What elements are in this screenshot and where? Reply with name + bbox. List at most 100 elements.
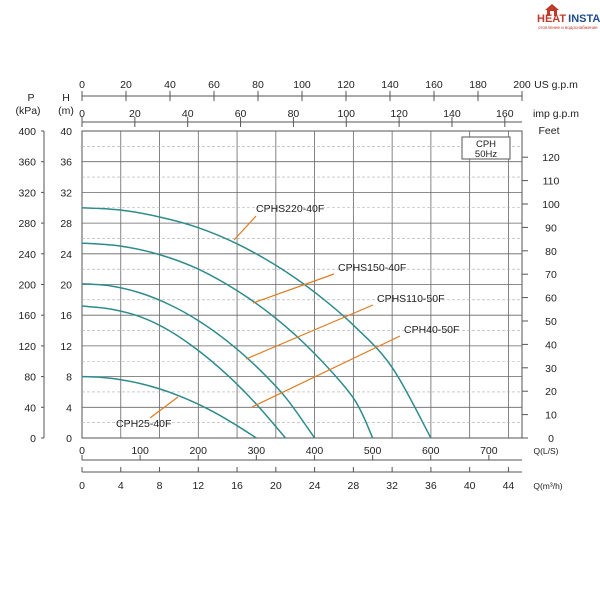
head-tick-label: 4: [66, 402, 72, 414]
head-tick-label: 24: [60, 249, 72, 261]
head-tick-label: 8: [66, 372, 72, 384]
us-gpm-tick-label: 60: [208, 79, 220, 91]
curve-label: CPH25-40F: [116, 418, 171, 430]
curve-cph25-40f: [81, 375, 257, 439]
head-axis-unit: (m): [58, 105, 74, 117]
curve-label: CPHS110-50F: [377, 293, 445, 305]
imp-gpm-tick-label: 60: [235, 108, 247, 120]
imp-gpm-tick-label: 80: [288, 108, 300, 120]
pressure-axis-title: P: [27, 92, 34, 104]
head-tick-label: 16: [60, 310, 72, 322]
us-gpm-tick-label: 140: [381, 79, 399, 91]
flow-m3h-tick-label: 40: [464, 480, 476, 492]
legend-line1: CPH: [476, 139, 496, 150]
flow-m3h-tick-label: 12: [192, 480, 204, 492]
us-gpm-tick-label: 100: [293, 79, 311, 91]
pressure-tick-label: 200: [18, 280, 36, 292]
imp-gpm-tick-label: 100: [337, 108, 355, 120]
flow-ls-tick-label: 400: [306, 445, 324, 457]
imp-gpm-tick-label: 0: [79, 108, 85, 120]
flow-ls-tick-label: 700: [480, 445, 498, 457]
curve-labels: CPH25-40F CPH40-50F CPHS110-50F CPHS150-40F…: [116, 203, 459, 430]
feet-axis-title: Feet: [538, 125, 559, 137]
pressure-tick-label: 280: [18, 218, 36, 230]
feet-tick-label: 70: [545, 269, 557, 281]
imp-gpm-tick-label: 40: [182, 108, 194, 120]
brand-name: HEATINSTALL: [537, 13, 600, 25]
leader-line: [149, 396, 179, 419]
us-gpm-tick-label: 160: [425, 79, 443, 91]
curve-label: CPH40-50F: [404, 324, 459, 336]
feet-tick-label: 10: [545, 410, 557, 422]
flow-ls-tick-label: 500: [364, 445, 382, 457]
legend-line2: 50Hz: [475, 149, 497, 160]
feet-tick-label: 100: [542, 199, 560, 211]
house-icon: [545, 4, 559, 16]
feet-tick-label: 20: [545, 386, 557, 398]
grid: [81, 130, 523, 439]
flow-m3h-axis-title: Q(m³/h): [533, 481, 562, 491]
head-tick-label: 40: [60, 126, 72, 138]
us-gpm-tick-label: 120: [337, 79, 355, 91]
flow-m3h-tick-label: 16: [231, 480, 243, 492]
feet-tick-label: 110: [543, 176, 560, 188]
pressure-tick-label: 320: [18, 187, 36, 199]
feet-tick-label: 30: [545, 363, 557, 375]
leader-line: [252, 273, 335, 304]
head-tick-label: 12: [60, 341, 72, 353]
curve-cphs150-40f: [81, 242, 374, 439]
pressure-tick-label: 40: [24, 402, 36, 414]
axes: 0408012016020024028032036040004812162024…: [15, 79, 579, 492]
pressure-tick-label: 80: [24, 372, 36, 384]
us-gpm-axis-title: US g.p.m: [534, 79, 578, 91]
flow-ls-tick-label: 100: [131, 445, 149, 457]
imp-gpm-axis-title: imp g.p.m: [533, 108, 579, 120]
curve-cphs110-50f: [81, 282, 316, 439]
feet-tick-label: 50: [545, 316, 557, 328]
imp-gpm-tick-label: 140: [443, 108, 461, 120]
curve-label: CPHS150-40F: [338, 262, 406, 274]
flow-ls-tick-label: 600: [422, 445, 440, 457]
curve-label: CPHS220-40F: [256, 203, 324, 215]
imp-gpm-tick-label: 160: [496, 108, 514, 120]
feet-tick-label: 120: [542, 152, 560, 164]
brand-name-part1: HEAT: [537, 13, 566, 25]
flow-ls-tick-label: 300: [248, 445, 266, 457]
flow-ls-tick-label: 0: [79, 445, 85, 457]
flow-m3h-tick-label: 28: [348, 480, 360, 492]
us-gpm-tick-label: 40: [164, 79, 176, 91]
us-gpm-tick-label: 180: [469, 79, 487, 91]
feet-tick-label: 60: [545, 293, 557, 305]
flow-m3h-tick-label: 36: [425, 480, 437, 492]
brand-name-part2: INSTALL: [568, 13, 600, 25]
head-axis-title: H: [62, 92, 70, 104]
imp-gpm-tick-label: 20: [129, 108, 141, 120]
flow-ls-tick-label: 200: [189, 445, 207, 457]
feet-tick-label: 40: [545, 339, 557, 351]
imp-gpm-tick-label: 120: [390, 108, 408, 120]
pressure-tick-label: 240: [18, 249, 36, 261]
us-gpm-tick-label: 0: [79, 79, 85, 91]
us-gpm-tick-label: 200: [513, 79, 531, 91]
flow-m3h-tick-label: 20: [270, 480, 282, 492]
feet-tick-label: 80: [545, 246, 557, 258]
leader-line: [251, 335, 401, 408]
leader-line: [233, 215, 257, 241]
pressure-axis-unit: (kPa): [15, 105, 40, 117]
flow-m3h-tick-label: 44: [503, 480, 515, 492]
pressure-tick-label: 160: [18, 310, 36, 322]
us-gpm-tick-label: 80: [252, 79, 264, 91]
head-tick-label: 32: [60, 187, 72, 199]
brand-tagline: отопление и водоснабжение: [538, 25, 598, 30]
flow-m3h-tick-label: 4: [118, 480, 124, 492]
flow-ls-axis-title: Q(L/S): [533, 446, 558, 456]
pressure-tick-label: 0: [30, 433, 36, 445]
head-tick-label: 36: [60, 157, 72, 169]
head-tick-label: 20: [60, 280, 72, 292]
feet-tick-label: 90: [545, 222, 557, 234]
flow-m3h-tick-label: 0: [79, 480, 85, 492]
pressure-tick-label: 120: [18, 341, 36, 353]
curve-cphs220-40f: [81, 207, 432, 439]
curves: [81, 207, 432, 439]
